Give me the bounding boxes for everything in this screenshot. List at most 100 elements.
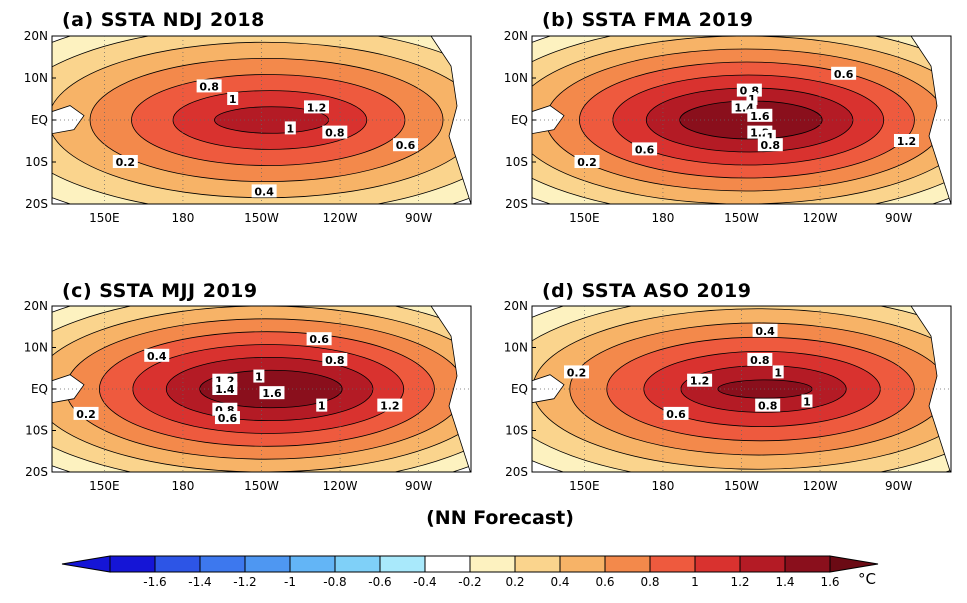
lon-tick-label: 90W bbox=[405, 479, 432, 493]
lat-tick-label: 10N bbox=[24, 341, 48, 355]
lat-tick-label: 10S bbox=[505, 424, 528, 438]
lat-tick-label: 20S bbox=[25, 197, 48, 211]
colorbar-swatch bbox=[469, 555, 516, 573]
contour-label-bg bbox=[564, 365, 590, 379]
contour-label-bg bbox=[632, 142, 658, 156]
colorbar-swatch bbox=[694, 555, 741, 573]
lon-tick-label: 150W bbox=[244, 211, 279, 225]
colorbar-tick-label: 1.4 bbox=[775, 575, 794, 589]
lon-tick-label: 150E bbox=[89, 479, 120, 493]
contour-labels: 0.60.811.41.61.210.8 1.20.60.2 bbox=[574, 66, 919, 169]
lon-tick-label: 180 bbox=[171, 211, 194, 225]
lon-tick-label: 120W bbox=[323, 479, 358, 493]
colorbar-tick-label: 1 bbox=[691, 575, 699, 589]
contour-label-bg bbox=[747, 108, 773, 122]
contour-label-bg bbox=[663, 406, 689, 420]
lon-tick-label: 120W bbox=[803, 479, 838, 493]
lat-tick-label: 10N bbox=[24, 71, 48, 85]
lat-axis: 20N 10N EQ 10S 20S bbox=[504, 29, 536, 211]
colorbar-arrow-right bbox=[829, 555, 879, 573]
contour-label: 0.6 bbox=[635, 143, 655, 156]
lon-tick-label: 180 bbox=[651, 479, 674, 493]
colorbar-swatch bbox=[109, 555, 156, 573]
contour-labels: 0.4 0.8 1.2 1 0.8 1 0.6 0.2 bbox=[564, 323, 813, 421]
lat-axis: 20N 10N EQ 10S 20S bbox=[504, 299, 536, 479]
colorbar-tick-label: -0.8 bbox=[323, 575, 346, 589]
lon-axis: 150E 180 150W 120W 90W bbox=[89, 36, 432, 225]
lon-tick-label: 120W bbox=[803, 211, 838, 225]
colorbar-tick-label: 0.6 bbox=[595, 575, 614, 589]
lon-tick-label: 120W bbox=[323, 211, 358, 225]
panel-a: (a) SSTA NDJ 2018 20N 10N EQ 10S 20S 150E 180… bbox=[24, 9, 472, 225]
contour-label-bg bbox=[747, 352, 773, 366]
colorbar-swatch bbox=[424, 555, 471, 573]
lat-tick-label: 20S bbox=[505, 197, 528, 211]
contour-label-bg bbox=[687, 373, 713, 387]
colorbar-swatch bbox=[784, 555, 831, 573]
colorbar-tick-label: 1.6 bbox=[820, 575, 839, 589]
panel-c: (c) SSTA MJJ 2019 20N 10N EQ 10S 20S 150E 180… bbox=[24, 280, 472, 493]
contour-label: 0.6 bbox=[396, 139, 416, 152]
colorbar-swatch bbox=[199, 555, 246, 573]
landmass bbox=[430, 306, 471, 472]
contour-label: 1.2 bbox=[690, 375, 710, 388]
panel-title: (a) SSTA NDJ 2018 bbox=[62, 9, 265, 31]
lon-tick-label: 150E bbox=[569, 479, 600, 493]
contour-label: 0.2 bbox=[76, 408, 96, 421]
lon-tick-label: 150E bbox=[89, 211, 120, 225]
contour-label: 0.6 bbox=[666, 408, 686, 421]
contour-label-bg bbox=[284, 121, 296, 135]
lat-tick-label: 10N bbox=[504, 71, 528, 85]
lat-tick-label: 10N bbox=[504, 341, 528, 355]
contour-label-bg bbox=[196, 79, 222, 93]
colorbar-swatch bbox=[289, 555, 336, 573]
lat-axis: 20N 10N EQ 10S 20S bbox=[24, 29, 56, 211]
contour-label: 0.8 bbox=[325, 354, 345, 367]
lon-tick-label: 150W bbox=[244, 479, 279, 493]
lon-tick-label: 150W bbox=[724, 479, 759, 493]
contour-label: 1.6 bbox=[262, 387, 282, 400]
colorbar-swatch bbox=[649, 555, 696, 573]
contour-label-bg bbox=[755, 398, 781, 412]
contour-label: 0.6 bbox=[309, 333, 329, 346]
colorbar-tick-label: -0.4 bbox=[413, 575, 436, 589]
contour-label: 1.2 bbox=[380, 400, 400, 413]
lat-axis: 20N 10N EQ 10S 20S bbox=[24, 299, 56, 479]
panel-d: (d) SSTA ASO 2019 20N 10N EQ 10S 20S 150E 180… bbox=[504, 280, 952, 493]
contour-label: 0.4 bbox=[147, 350, 167, 363]
contour-labels: 0.60.80.41.2 11.4 1.61 1.20.80.60.2 bbox=[73, 332, 403, 425]
colorbar-swatch bbox=[739, 555, 786, 573]
contour-label-bg bbox=[144, 348, 170, 362]
landmass bbox=[910, 306, 951, 472]
contour-label: 1 bbox=[318, 400, 326, 413]
contour-label-bg bbox=[212, 382, 238, 395]
lat-tick-label: 20S bbox=[505, 465, 528, 479]
contour-label-bg bbox=[746, 92, 758, 105]
contour-label: 0.8 bbox=[750, 354, 770, 367]
colorbar-swatch bbox=[379, 555, 426, 573]
colorbar-swatch bbox=[154, 555, 201, 573]
colorbar-tick-label: -1 bbox=[284, 575, 296, 589]
panel-title: (d) SSTA ASO 2019 bbox=[542, 280, 751, 302]
contour-label-bg bbox=[73, 406, 99, 420]
contour-label: 0.2 bbox=[116, 156, 136, 169]
contour-label-bg bbox=[757, 138, 783, 152]
colorbar-tick-label: -0.2 bbox=[458, 575, 481, 589]
landmass bbox=[910, 36, 951, 204]
panel-title: (c) SSTA MJJ 2019 bbox=[62, 280, 258, 302]
contour-label: 0.4 bbox=[254, 185, 274, 198]
contour-label: 1.4 bbox=[215, 383, 235, 396]
contour-label-bg bbox=[322, 352, 348, 366]
contour-label-bg bbox=[316, 398, 328, 412]
contour-label-bg bbox=[259, 386, 285, 400]
contour-label: 1.2 bbox=[897, 135, 917, 148]
contour-label-bg bbox=[303, 100, 329, 114]
contour-label-bg bbox=[112, 155, 138, 168]
contour-label: 1 bbox=[286, 122, 294, 135]
colorbar-tick-label: 0.4 bbox=[550, 575, 569, 589]
colorbar-swatch bbox=[604, 555, 651, 573]
contour-label: 1 bbox=[774, 366, 782, 379]
contour-label: 1.6 bbox=[750, 110, 770, 123]
lon-tick-label: 90W bbox=[885, 211, 912, 225]
contour-label: 1 bbox=[748, 93, 756, 106]
